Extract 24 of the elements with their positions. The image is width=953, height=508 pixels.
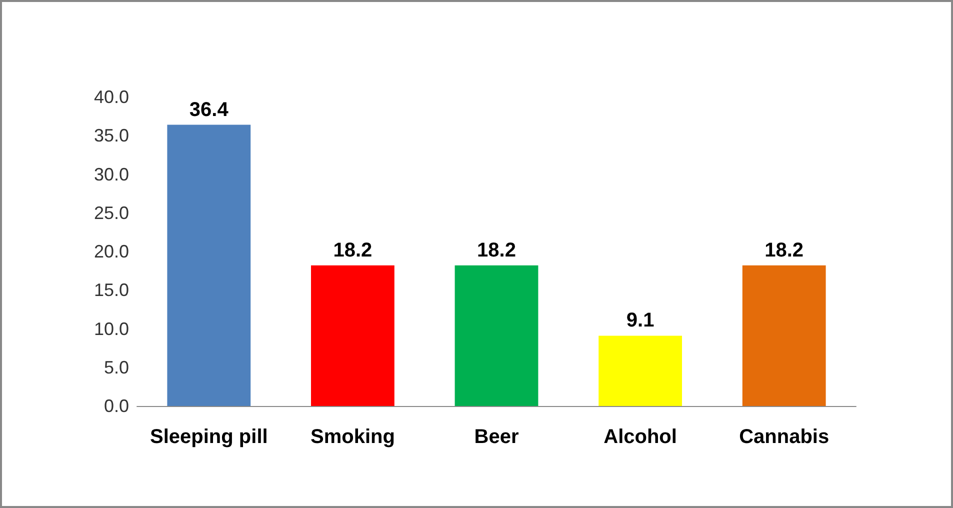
x-tick-label: Cannabis [739,426,830,448]
data-label: 9.1 [626,310,654,332]
bar [311,265,394,406]
y-tick-label: 40.0 [94,87,129,107]
x-tick-label: Sleeping pill [150,426,268,448]
y-tick-label: 30.0 [94,164,129,184]
y-tick-label: 5.0 [104,357,129,378]
x-tick-label: Beer [474,426,519,448]
data-label: 18.2 [477,239,516,262]
bar [167,124,251,406]
y-tick-label: 20.0 [94,242,129,262]
bar [454,265,538,406]
y-tick-label: 0.0 [104,396,129,416]
x-tick-label: Smoking [310,426,395,448]
data-label: 18.2 [764,239,804,262]
y-tick-label: 25.0 [94,202,129,223]
bar [598,336,682,406]
x-tick-label: Alcohol [604,426,677,448]
y-tick-label: 15.0 [94,280,129,300]
bar [742,265,826,406]
y-tick-label: 35.0 [94,126,129,146]
data-label: 36.4 [189,98,230,121]
y-tick-label: 10.0 [94,318,129,339]
data-label: 18.2 [333,239,372,262]
